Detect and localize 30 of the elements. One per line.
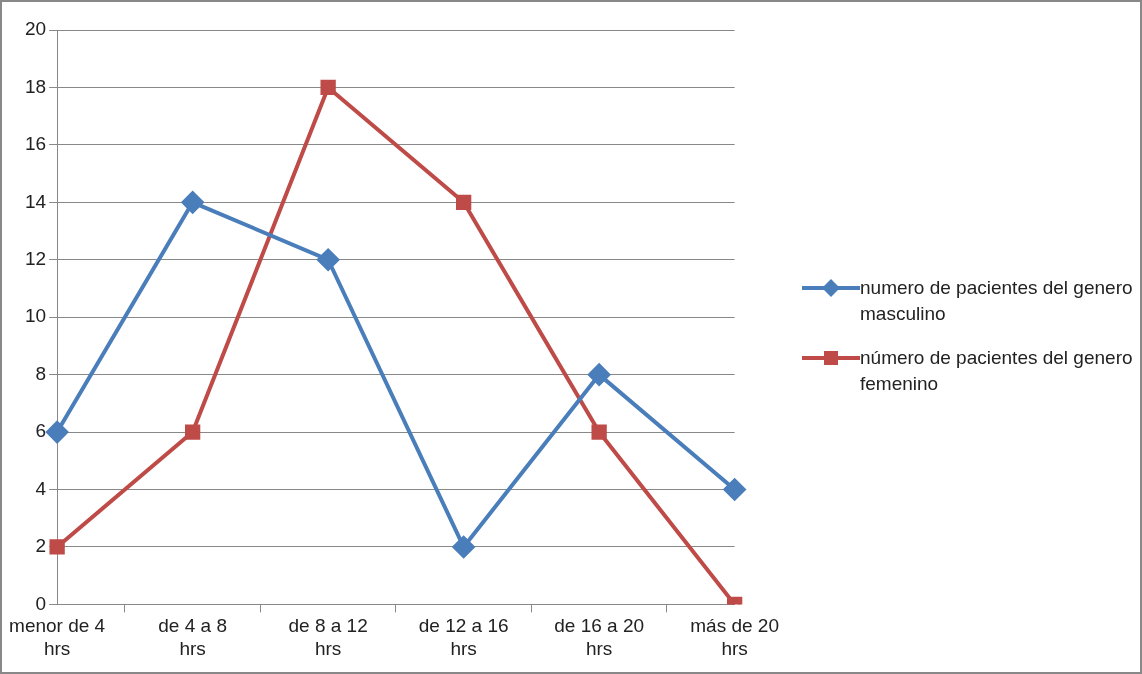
point bbox=[588, 363, 611, 386]
x-tick-label: de 12 a 16 hrs bbox=[418, 615, 509, 659]
point bbox=[317, 248, 340, 271]
point bbox=[49, 539, 65, 555]
x-tick-label: de 4 a 8 hrs bbox=[158, 615, 227, 659]
y-tick-label: 4 bbox=[35, 477, 47, 499]
y-tick-label: 6 bbox=[35, 420, 47, 442]
y-tick-label: 20 bbox=[24, 18, 47, 40]
y-tick-label: 18 bbox=[24, 75, 47, 97]
point bbox=[181, 191, 204, 214]
legend-label: número de pacientes del genero femenino bbox=[860, 346, 1134, 396]
y-tick-label: 16 bbox=[24, 133, 47, 155]
x-tick-label: de 16 a 20 hrs bbox=[554, 615, 645, 659]
y-tick-label: 10 bbox=[24, 305, 47, 327]
point bbox=[723, 478, 746, 501]
x-tick-label: menor de 4 hrs bbox=[9, 615, 106, 659]
legend-label: numero de pacientes del genero masculino bbox=[860, 276, 1134, 326]
y-tick-label: 12 bbox=[24, 247, 47, 269]
point bbox=[455, 194, 472, 210]
x-tick-label: de 8 a 12 hrs bbox=[288, 615, 368, 659]
y-tick-label: 2 bbox=[35, 535, 47, 557]
point bbox=[591, 424, 607, 440]
y-tick-label: 0 bbox=[35, 592, 47, 614]
y-tick-label: 14 bbox=[24, 190, 47, 212]
y-tick-label: 8 bbox=[35, 362, 47, 384]
point bbox=[184, 424, 201, 440]
point bbox=[452, 535, 475, 558]
x-tick-label: más de 20 hrs bbox=[690, 615, 780, 659]
point bbox=[320, 79, 336, 96]
point bbox=[46, 421, 69, 444]
